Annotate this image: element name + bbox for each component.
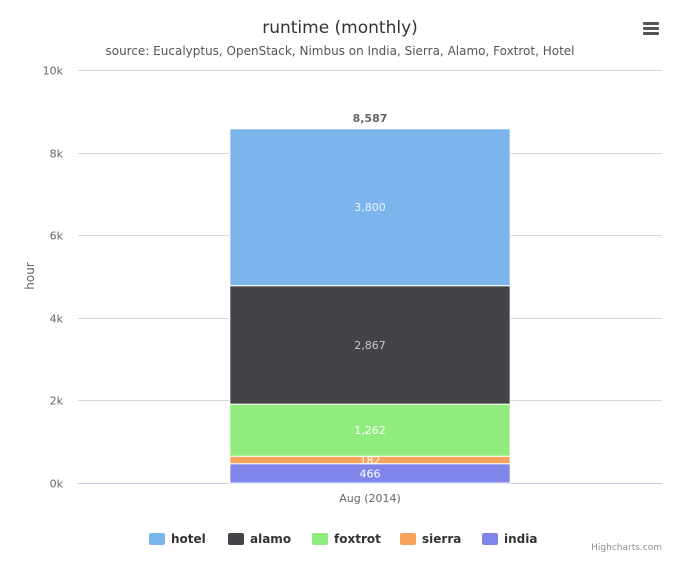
data-label-alamo: 2,867	[354, 339, 386, 352]
legend-label-india: india	[504, 532, 538, 546]
chart-subtitle: source: Eucalyptus, OpenStack, Nimbus on…	[105, 44, 574, 58]
data-label-sierra: 182	[360, 454, 381, 467]
y-axis-title: hour	[23, 262, 37, 290]
legend-swatch-hotel	[149, 533, 165, 545]
legend-item-sierra[interactable]: sierra	[400, 530, 461, 548]
credits-link[interactable]: Highcharts.com	[591, 543, 662, 553]
legend-swatch-sierra	[400, 533, 416, 545]
chart-title: runtime (monthly)	[262, 18, 418, 38]
legend-item-foxtrot[interactable]: foxtrot	[312, 530, 381, 548]
bar-segment-hotel[interactable]	[229, 128, 511, 287]
legend-label-sierra: sierra	[422, 532, 462, 546]
stack-total-label: 8,587	[353, 112, 388, 125]
y-tick-label: 6k	[50, 230, 64, 243]
legend-swatch-india	[482, 533, 498, 545]
y-tick-label: 2k	[50, 395, 64, 408]
bar-segment-foxtrot[interactable]	[229, 403, 511, 457]
bar-segment-alamo[interactable]	[229, 285, 511, 405]
y-tick-label: 10k	[43, 65, 64, 78]
chart-legend: hotel alamo foxtrot sierra india	[0, 530, 680, 548]
y-tick-label: 0k	[50, 478, 64, 491]
x-tick-label: Aug (2014)	[339, 492, 401, 505]
y-tick-label: 8k	[50, 148, 64, 161]
legend-label-hotel: hotel	[171, 532, 206, 546]
data-label-hotel: 3,800	[354, 201, 386, 214]
chart-menu-button[interactable]	[636, 16, 664, 42]
legend-swatch-alamo	[228, 533, 244, 545]
data-label-foxtrot: 1,262	[354, 424, 386, 437]
legend-label-alamo: alamo	[250, 532, 292, 546]
y-axis-ticks: 0k 2k 4k 6k 8k 10k	[43, 65, 64, 491]
legend-item-india[interactable]: india	[482, 530, 537, 548]
x-axis-ticks: Aug (2014)	[339, 492, 401, 505]
hamburger-menu-icon	[643, 22, 659, 25]
data-label-india: 466	[360, 467, 381, 480]
legend-swatch-foxtrot	[312, 533, 328, 545]
y-tick-label: 4k	[50, 313, 64, 326]
legend-item-hotel[interactable]: hotel	[149, 530, 206, 548]
legend-label-foxtrot: foxtrot	[334, 532, 381, 546]
legend-item-alamo[interactable]: alamo	[228, 530, 291, 548]
